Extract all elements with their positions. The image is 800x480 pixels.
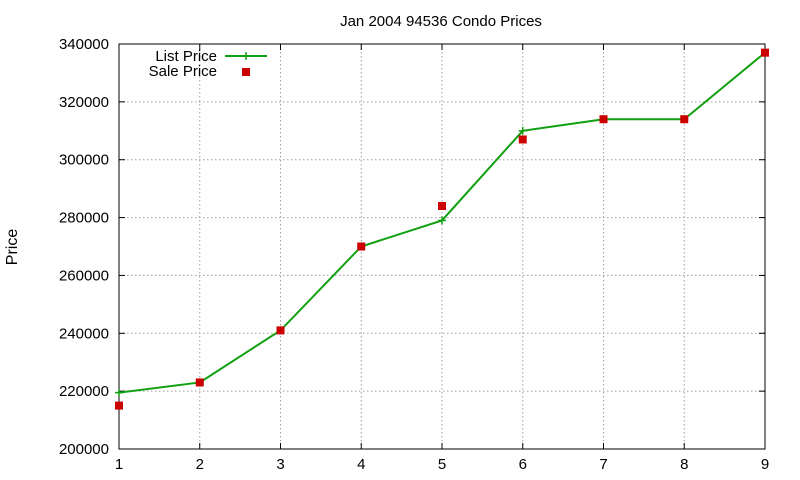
x-tick-label: 3 [276,456,284,473]
sale-price-point [518,135,527,144]
x-tick-label: 7 [599,456,607,473]
sale-price-point [761,48,769,57]
y-tick-label: 340000 [59,36,109,53]
x-tick-label: 1 [115,456,123,473]
y-axis-label: Price [4,229,21,266]
y-tick-label: 200000 [59,441,109,458]
sale-price-point [115,401,123,410]
sale-price-point [276,326,285,335]
sale-price-point [599,115,608,124]
sale-price-point [357,242,366,251]
x-tick-label: 2 [196,456,204,473]
x-tick-label: 5 [438,456,446,473]
list-price-point [115,388,123,397]
list-price-point [438,216,446,225]
legend-label-list-price: List Price [155,48,217,65]
y-tick-label: 300000 [59,152,109,169]
y-tick-label: 220000 [59,383,109,400]
sale-price-point [438,202,446,210]
legend-label-sale-price: Sale Price [149,63,217,80]
x-tick-label: 9 [761,456,769,473]
legend-key-list-price [225,52,267,60]
ticks-layer: 1 2 3 4 5 6 7 8 9 200000 220000 240000 260000 280000 3… [59,36,769,473]
x-tick-label: 4 [357,456,365,473]
y-tick-label: 320000 [59,94,109,111]
x-tick-label: 6 [519,456,527,473]
sale-price-point [195,378,204,387]
legend: List Price Sale Price [149,48,267,80]
legend-marker-list-price [242,52,250,60]
legend-key-sale-price [242,68,250,76]
list-price-point [518,126,527,135]
y-tick-label: 280000 [59,210,109,227]
y-tick-label: 260000 [59,267,109,284]
y-tick-label: 240000 [59,325,109,342]
x-tick-label: 8 [680,456,688,473]
sale-price-point [680,115,689,124]
legend-marker-sale-price [242,68,250,76]
grid-layer [119,44,765,449]
series-layer [115,48,769,410]
chart-title: Jan 2004 94536 Condo Prices [340,13,542,30]
